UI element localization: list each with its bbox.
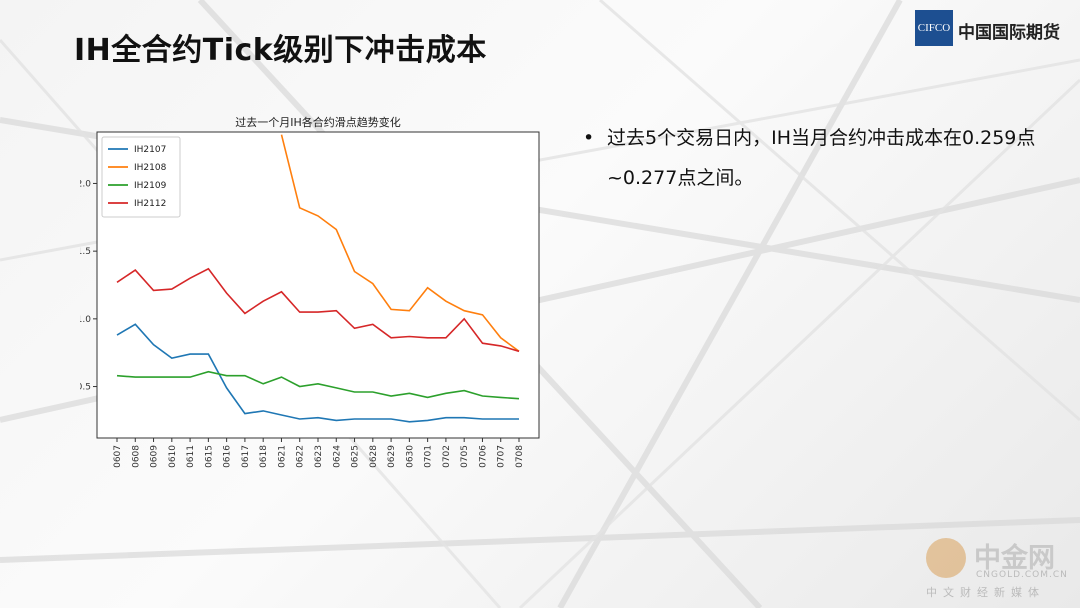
slide-title: IH全合约Tick级别下冲击成本 bbox=[74, 33, 487, 68]
cifco-logo-text: 中国国际期货 bbox=[958, 23, 1060, 43]
x-tick-label: 0622 bbox=[296, 445, 306, 468]
bullet-dot: • bbox=[583, 127, 595, 149]
y-tick-label: 1.0 bbox=[80, 315, 91, 325]
x-tick-label: 0706 bbox=[478, 445, 488, 468]
chart-title: 过去一个月IH各合约滑点趋势变化 bbox=[235, 115, 401, 129]
x-tick-label: 0621 bbox=[277, 445, 287, 468]
legend: IH2107 IH2108 IH2109 IH2112 bbox=[101, 136, 181, 218]
slippage-chart: 过去一个月IH各合约滑点趋势变化 0.51.01.52.0 0607060806… bbox=[77, 108, 550, 498]
x-tick-label: 0616 bbox=[223, 445, 233, 468]
series-line-ih2108 bbox=[280, 134, 520, 352]
legend-label: IH2107 bbox=[134, 145, 166, 155]
y-tick-label: 0.5 bbox=[80, 383, 91, 393]
legend-label: IH2109 bbox=[134, 181, 167, 191]
x-tick-label: 0625 bbox=[351, 445, 361, 468]
series-line-ih2107 bbox=[116, 323, 519, 423]
x-tick-label: 0708 bbox=[515, 445, 525, 468]
x-tick-label: 0618 bbox=[259, 445, 269, 468]
x-tick-label: 0702 bbox=[442, 445, 452, 468]
watermark-url: CNGOLD.COM.CN bbox=[976, 570, 1068, 580]
y-axis: 0.5 1.0 1.5 2.0 bbox=[77, 179, 97, 393]
x-tick-label: 0701 bbox=[424, 445, 434, 468]
x-tick-label: 0624 bbox=[332, 445, 342, 468]
x-tick-label: 0610 bbox=[168, 445, 178, 468]
watermark-subtitle: 中文财经新媒体 bbox=[926, 586, 1045, 599]
series-line-ih2109 bbox=[116, 370, 520, 400]
cifco-logo-mark: CIFCO bbox=[915, 10, 953, 46]
x-tick-label: 0615 bbox=[204, 445, 214, 468]
series-line-ih2112 bbox=[116, 267, 520, 353]
x-tick-label: 0707 bbox=[497, 445, 507, 468]
x-tick-label: 0617 bbox=[241, 445, 251, 468]
watermark-logo-icon bbox=[926, 538, 966, 578]
watermark: 中金网 CNGOLD.COM.CN 中文财经新媒体 bbox=[926, 536, 1076, 602]
x-tick-label: 0607 bbox=[113, 445, 123, 468]
x-axis: 0607 0608 0609 0610 0611 0615 0616 0617 0618 0621… bbox=[113, 438, 525, 468]
chart-svg: 过去一个月IH各合约滑点趋势变化 0.51.01.52.0 0607060806… bbox=[77, 115, 540, 468]
legend-box bbox=[101, 136, 181, 218]
x-tick-label: 0705 bbox=[460, 445, 470, 468]
bullet-text: 过去5个交易日内，IH当月合约冲击成本在0.259点~0.277点之间。 bbox=[607, 127, 1036, 189]
watermark-name: 中金网 bbox=[974, 543, 1055, 574]
x-tick-label: 0629 bbox=[387, 445, 397, 468]
series-lines bbox=[116, 134, 520, 423]
x-tick-label: 0628 bbox=[369, 445, 379, 468]
y-tick-label: 2.0 bbox=[80, 179, 91, 189]
y-tick-label: 1.5 bbox=[80, 247, 91, 257]
legend-label: IH2108 bbox=[134, 163, 167, 173]
x-tick-label: 0611 bbox=[186, 445, 196, 468]
x-tick-label: 0608 bbox=[131, 445, 141, 468]
bullet-point: • 过去5个交易日内，IH当月合约冲击成本在0.259点~0.277点之间。 bbox=[583, 118, 1043, 198]
legend-label: IH2112 bbox=[134, 199, 166, 209]
x-tick-label: 0623 bbox=[314, 445, 324, 468]
x-tick-label: 0609 bbox=[150, 445, 160, 468]
x-tick-label: 0630 bbox=[405, 445, 415, 468]
